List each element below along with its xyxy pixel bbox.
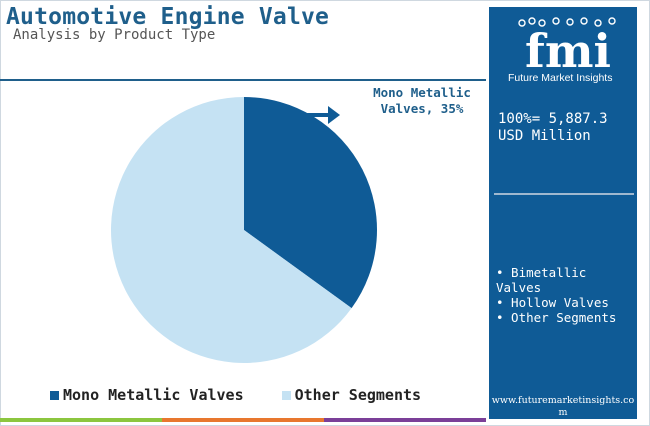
annotation-arrow: [302, 106, 340, 124]
panel-divider: [494, 193, 634, 195]
fmi-logo-icon: fmi: [518, 17, 616, 71]
segment-item: • Other Segments: [496, 310, 617, 325]
website-link[interactable]: www.futuremarketinsights.com: [491, 395, 635, 418]
bar-segment-green: [0, 418, 162, 422]
market-size: 100%= 5,887.3 USD Million: [498, 111, 608, 145]
fmi-logo: fmi Future Market Insights: [508, 15, 628, 84]
legend-label: Mono Metallic Valves: [63, 386, 244, 404]
market-size-unit: USD Million: [498, 128, 591, 144]
annotation-line-1: Mono Metallic: [373, 85, 471, 100]
logo-letters: fmi: [525, 24, 611, 71]
logo-caption: Future Market Insights: [508, 72, 613, 84]
legend-swatch: [281, 390, 291, 400]
pie-slices: [110, 97, 377, 363]
title-divider: [0, 79, 486, 81]
pie-slice-other-segments: [110, 97, 352, 363]
legend-label: Other Segments: [294, 386, 422, 404]
chart-title: Automotive Engine Valve: [6, 4, 330, 30]
market-size-value: 100%= 5,887.3: [498, 111, 608, 127]
slice-annotation: Mono Metallic Valves, 35%: [352, 85, 492, 117]
pie-chart: [110, 97, 377, 363]
pie-slice-mono-metallic-valves: [244, 97, 377, 309]
segment-item: • Hollow Valves: [496, 295, 609, 310]
chart-legend: Mono Metallic Valves Other Segments: [50, 385, 459, 405]
legend-swatch: [50, 390, 59, 400]
segment-item: • Bimetallic Valves: [496, 265, 587, 295]
segment-list: • Bimetallic Valves • Hollow Valves • Ot…: [496, 265, 636, 325]
bar-segment-purple: [324, 418, 486, 422]
bottom-color-bar: [0, 418, 486, 422]
bar-segment-orange: [162, 418, 324, 422]
chart-subtitle: Analysis by Product Type: [13, 27, 216, 43]
info-panel: fmi Future Market Insights 100%= 5,887.3…: [486, 4, 640, 422]
annotation-line-2: Valves, 35%: [380, 101, 464, 116]
legend-item-other: Other Segments: [281, 386, 422, 404]
legend-item-mono-metallic: Mono Metallic Valves: [50, 386, 244, 404]
